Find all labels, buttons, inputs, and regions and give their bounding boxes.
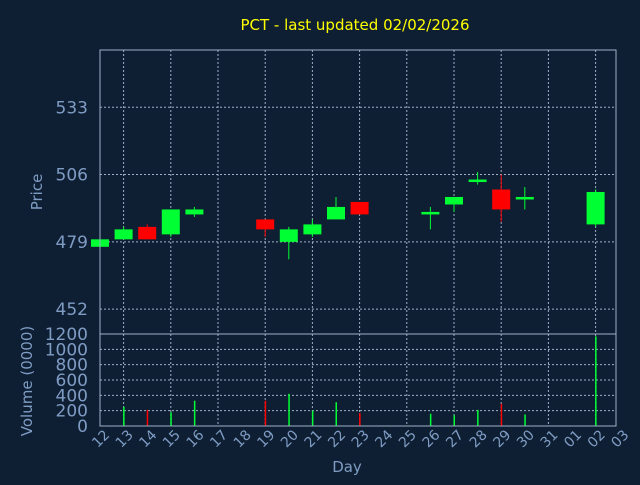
volume-bar bbox=[477, 409, 479, 426]
volume-bar bbox=[429, 413, 432, 426]
labels-layer: 12 13 14 15 16 17 18 19 20 21 22 23 24 25 26 27 28 29 30 31… bbox=[45, 98, 633, 451]
volume-bar bbox=[453, 415, 455, 426]
volume-bar bbox=[193, 400, 196, 426]
volume-bar bbox=[524, 414, 526, 426]
volume-bar bbox=[146, 409, 149, 426]
candle-body bbox=[350, 201, 369, 215]
volume-bar bbox=[264, 400, 267, 426]
volume-tick-label: 0 bbox=[77, 417, 88, 437]
volume-bar bbox=[123, 406, 125, 426]
candle-body bbox=[586, 192, 605, 225]
price-axis-title: Price bbox=[28, 174, 46, 211]
x-axis-title: Day bbox=[332, 458, 362, 476]
volume-bar bbox=[311, 410, 314, 426]
price-tick-label: 506 bbox=[56, 166, 88, 186]
candle-body bbox=[161, 209, 180, 235]
candle-body bbox=[445, 196, 463, 205]
candle-body bbox=[279, 229, 298, 242]
candle-body bbox=[515, 196, 534, 200]
volume-tick-label: 200 bbox=[56, 402, 88, 422]
volume-bar bbox=[359, 412, 361, 426]
candle-body bbox=[327, 206, 345, 220]
marks-layer bbox=[91, 172, 605, 426]
volume-tick-label: 400 bbox=[56, 386, 88, 406]
candle-body bbox=[303, 224, 322, 235]
volume-bar bbox=[288, 393, 290, 426]
volume-bar bbox=[335, 402, 337, 426]
candle-body bbox=[185, 209, 204, 215]
volume-bar bbox=[170, 412, 172, 426]
volume-tick-label: 1200 bbox=[45, 325, 88, 345]
volume-bar bbox=[595, 336, 597, 426]
candle-body bbox=[256, 219, 275, 230]
volume-tick-label: 800 bbox=[56, 356, 88, 376]
volume-tick-label: 600 bbox=[56, 371, 88, 391]
price-tick-label: 533 bbox=[56, 98, 88, 118]
candle-body bbox=[468, 179, 487, 183]
price-tick-label: 452 bbox=[56, 300, 88, 320]
candle-body bbox=[138, 226, 157, 240]
volume-panel-frame bbox=[99, 333, 617, 427]
volume-bar bbox=[500, 403, 503, 426]
chart-title: PCT - last updated 02/02/2026 bbox=[240, 16, 469, 34]
price-tick-label: 479 bbox=[56, 233, 88, 253]
volume-tick-label: 1000 bbox=[45, 340, 88, 360]
candle-body bbox=[421, 211, 440, 215]
candle-body bbox=[492, 189, 511, 210]
candle-body bbox=[114, 229, 133, 240]
volume-axis-title: Volume (0000) bbox=[18, 326, 36, 436]
